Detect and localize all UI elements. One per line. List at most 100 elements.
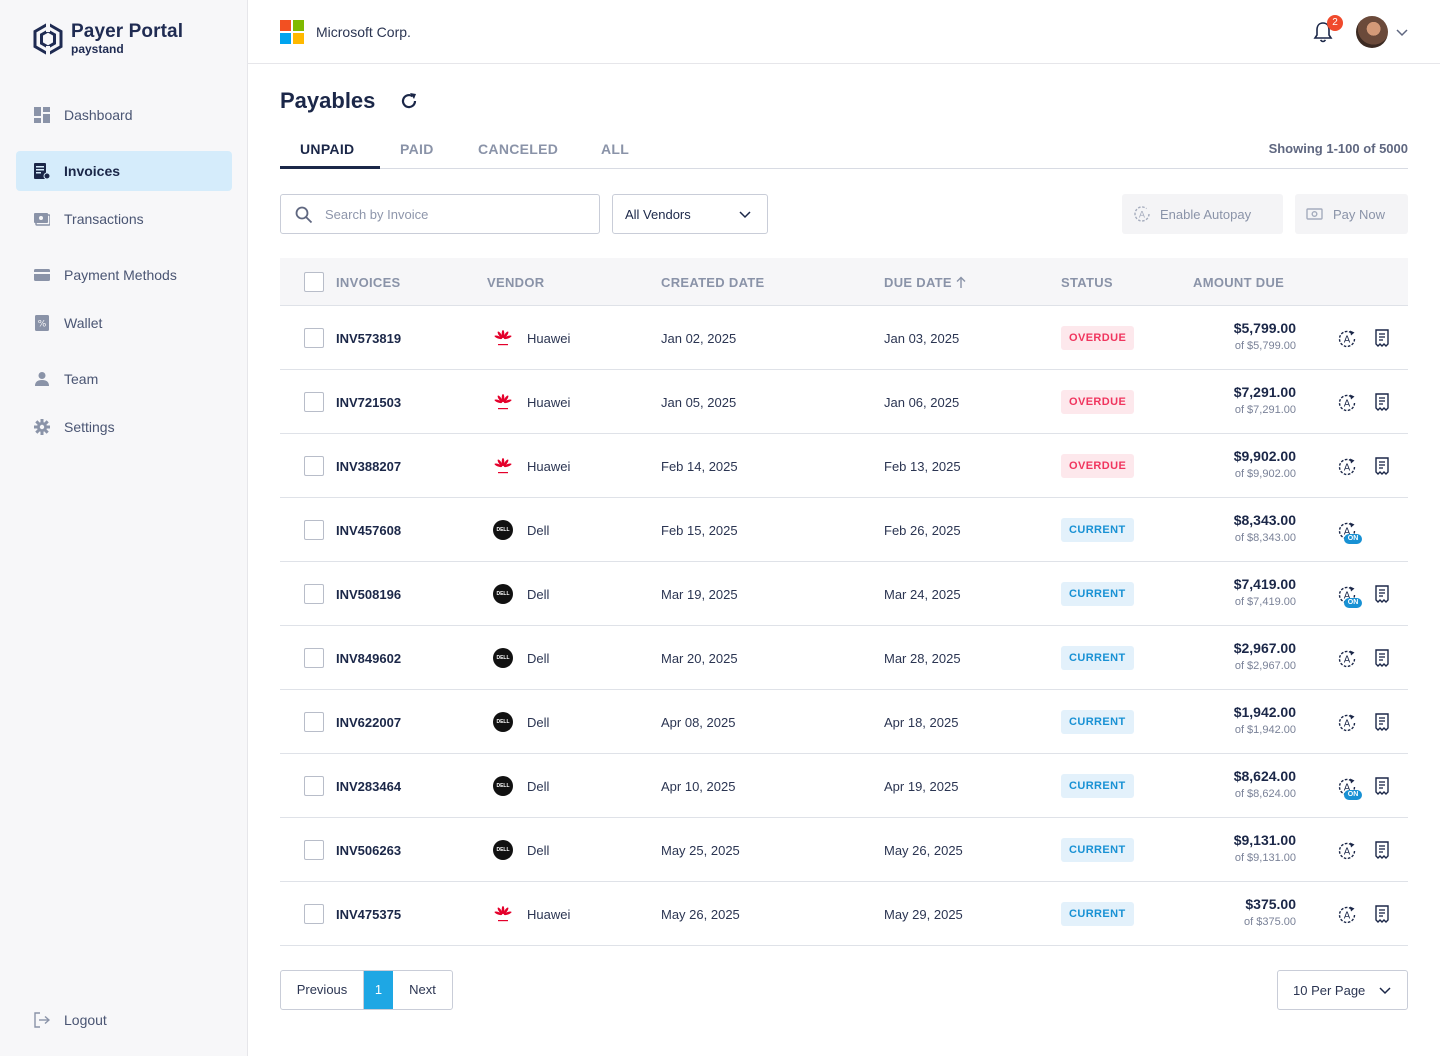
person-icon [35,372,49,386]
column-header-status[interactable]: STATUS [1061,275,1113,290]
invoice-number[interactable]: INV506263 [336,843,402,858]
tab-unpaid[interactable]: UNPAID [300,141,355,157]
svg-text:A: A [1344,719,1351,730]
sidebar-item-dashboard[interactable]: Dashboard [16,95,232,135]
autopay-icon[interactable]: A [1336,392,1358,414]
tab-paid[interactable]: PAID [400,141,434,157]
enable-autopay-button[interactable]: A Enable Autopay [1122,194,1283,234]
table-row[interactable]: INV506263 DELL Dell May 25, 2025 May 26, 202… [280,818,1408,882]
receipt-icon[interactable] [1374,841,1390,859]
amount-of-total: of $9,131.00 [1234,852,1296,864]
wallet-icon: % [35,315,49,331]
invoice-number[interactable]: INV475375 [336,907,402,922]
dell-logo-icon: DELL [493,840,513,860]
table-row[interactable]: INV721503 Huawei Jan 05, 2025 Jan 06, 2025 O… [280,370,1408,434]
invoice-number[interactable]: INV388207 [336,459,402,474]
autopay-icon[interactable]: A [1336,712,1358,734]
row-checkbox[interactable] [304,584,324,604]
autopay-icon[interactable]: A [1336,840,1358,862]
tab-all[interactable]: ALL [601,141,630,157]
sidebar-item-label: Dashboard [64,107,133,123]
tab-canceled[interactable]: CANCELED [478,141,559,157]
search-input[interactable] [325,195,593,233]
row-checkbox[interactable] [304,648,324,668]
vendor-name: Dell [527,843,550,858]
invoice-number[interactable]: INV849602 [336,651,402,666]
table-row[interactable]: INV849602 DELL Dell Mar 20, 2025 Mar 28, 202… [280,626,1408,690]
row-checkbox[interactable] [304,904,324,924]
huawei-logo-icon [493,328,513,348]
column-header-invoices[interactable]: INVOICES [336,275,401,290]
created-date: Apr 10, 2025 [661,779,736,794]
invoice-number[interactable]: INV622007 [336,715,402,730]
amount-value: $9,902.00 [1233,448,1296,464]
row-checkbox[interactable] [304,840,324,860]
amount-value: $7,291.00 [1233,384,1296,400]
table-row[interactable]: INV622007 DELL Dell Apr 08, 2025 Apr 18, 202… [280,690,1408,754]
brand-logo[interactable]: Payer Portal paystand [32,22,183,56]
row-checkbox[interactable] [304,456,324,476]
invoice-number[interactable]: INV283464 [336,779,402,794]
amount-of-total: of $7,419.00 [1234,596,1296,608]
receipt-icon[interactable] [1374,585,1390,603]
column-header-due-date[interactable]: DUE DATE [884,275,966,290]
logout-icon [34,1012,50,1028]
table-row[interactable]: INV283464 DELL Dell Apr 10, 2025 Apr 19, 202… [280,754,1408,818]
svg-text:A: A [1344,591,1351,602]
refresh-icon[interactable] [399,91,419,111]
row-checkbox[interactable] [304,712,324,732]
invoice-number[interactable]: INV721503 [336,395,402,410]
sidebar-item-transactions[interactable]: Transactions [16,199,232,239]
column-header-amount-due[interactable]: AMOUNT DUE [1193,275,1285,290]
row-checkbox[interactable] [304,520,324,540]
previous-page-button[interactable]: Previous [281,971,364,1009]
per-page-dropdown[interactable]: 10 Per Page [1277,970,1408,1010]
row-checkbox[interactable] [304,776,324,796]
invoice-number[interactable]: INV508196 [336,587,402,602]
autopay-icon[interactable]: A [1336,904,1358,926]
autopay-icon[interactable]: A [1336,648,1358,670]
table-row[interactable]: INV457608 DELL Dell Feb 15, 2025 Feb 26, 202… [280,498,1408,562]
status-badge: OVERDUE [1061,326,1135,350]
receipt-icon[interactable] [1374,649,1390,667]
row-checkbox[interactable] [304,392,324,412]
bell-icon[interactable] [1312,20,1334,44]
table-row[interactable]: INV508196 DELL Dell Mar 19, 2025 Mar 24, 202… [280,562,1408,626]
sidebar-item-payment-methods[interactable]: Payment Methods [16,255,232,295]
invoice-number[interactable]: INV573819 [336,331,402,346]
sidebar-item-invoices[interactable]: Invoices [16,151,232,191]
logout-button[interactable]: Logout [16,1000,232,1040]
receipt-icon[interactable] [1374,393,1390,411]
dell-logo-icon: DELL [493,776,513,796]
sidebar-item-settings[interactable]: Settings [16,407,232,447]
page-1-button[interactable]: 1 [364,971,393,1009]
receipt-icon[interactable] [1374,457,1390,475]
column-header-vendor[interactable]: VENDOR [487,275,545,290]
next-page-button[interactable]: Next [409,982,436,997]
avatar[interactable] [1356,16,1388,48]
dell-logo-icon: DELL [493,520,513,540]
table-row[interactable]: INV573819 Huawei Jan 02, 2025 Jan 03, 2025 O… [280,306,1408,370]
receipt-icon[interactable] [1374,713,1390,731]
receipt-icon[interactable] [1374,777,1390,795]
autopay-icon[interactable]: A [1336,328,1358,350]
sidebar-item-wallet[interactable]: % Wallet [16,303,232,343]
table-row[interactable]: INV388207 Huawei Feb 14, 2025 Feb 13, 2025 O… [280,434,1408,498]
select-all-checkbox[interactable] [304,272,324,292]
sidebar-item-team[interactable]: Team [16,359,232,399]
table-row[interactable]: INV475375 Huawei May 26, 2025 May 29, 2025 C… [280,882,1408,946]
invoice-number[interactable]: INV457608 [336,523,402,538]
autopay-icon[interactable]: A [1336,456,1358,478]
status-badge: OVERDUE [1061,454,1135,478]
chevron-down-icon[interactable] [1396,26,1408,38]
status-badge: CURRENT [1061,710,1134,734]
row-checkbox[interactable] [304,328,324,348]
receipt-icon[interactable] [1374,329,1390,347]
vendor-filter-dropdown[interactable]: All Vendors [612,194,768,234]
vendor-name: Huawei [527,331,571,346]
status-badge: CURRENT [1061,582,1134,606]
receipt-icon[interactable] [1374,905,1390,923]
pay-now-button[interactable]: Pay Now [1295,194,1408,234]
due-date: Apr 18, 2025 [884,715,959,730]
column-header-created-date[interactable]: CREATED DATE [661,275,765,290]
